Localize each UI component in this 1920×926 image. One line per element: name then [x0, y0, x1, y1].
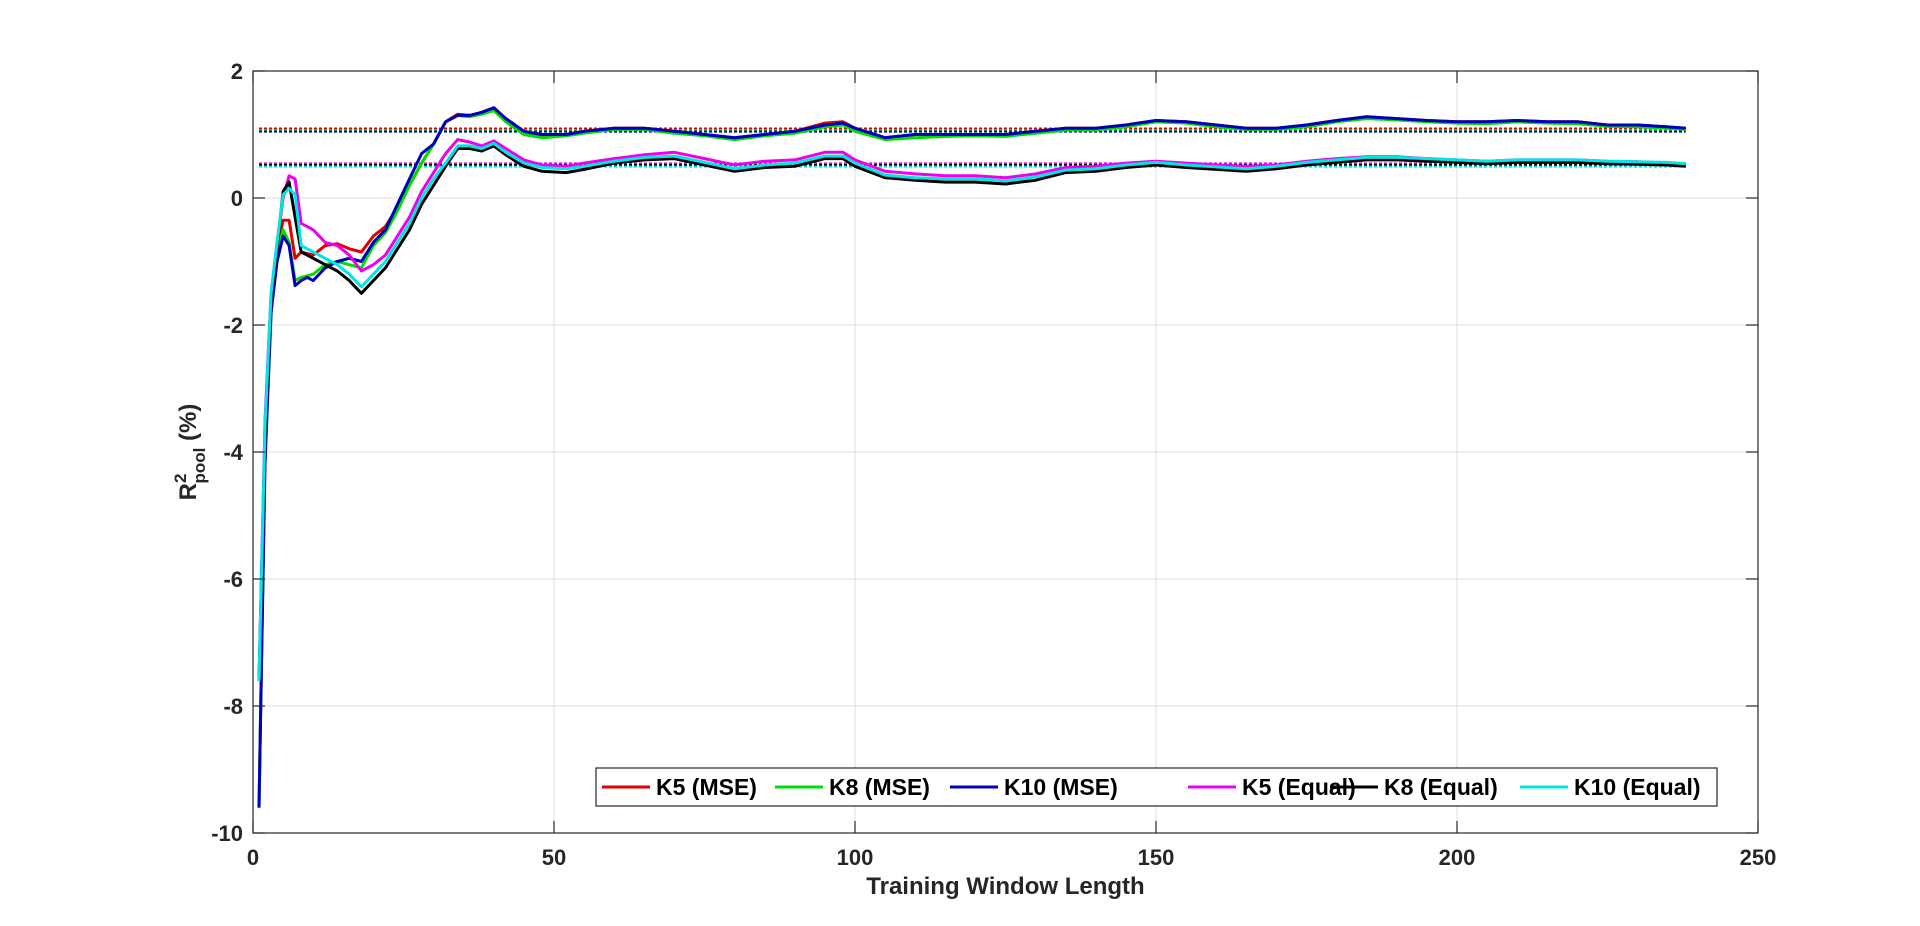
y-axis-label: R2pool (%): [171, 404, 209, 501]
series-line: [257, 106, 1686, 808]
y-axis-label-sub: pool: [190, 448, 209, 484]
y-tick-label: -8: [223, 694, 243, 719]
legend-label: K10 (Equal): [1574, 774, 1701, 800]
y-axis-label-unit: (%): [175, 404, 202, 448]
x-axis-label: Training Window Length: [866, 873, 1144, 900]
series-line: [257, 141, 1686, 681]
y-tick-label: 0: [231, 186, 243, 211]
reference-lines: [259, 127, 1686, 168]
y-tick-labels: -10 -8 -6 -4 -2 0 2: [211, 59, 244, 846]
y-tick-label: -6: [223, 567, 243, 592]
y-axis-label-main: R: [175, 483, 202, 500]
series-line: [257, 138, 1686, 681]
series-line: [257, 108, 1686, 808]
x-tick-label: 200: [1439, 845, 1476, 870]
series-lines: [257, 106, 1686, 808]
x-tick-label: 150: [1138, 845, 1175, 870]
x-tick-labels: 0 50 100 150 200 250: [247, 845, 1776, 870]
legend-label: K5 (MSE): [656, 774, 757, 800]
x-tick-label: 250: [1740, 845, 1777, 870]
series-line: [257, 106, 1686, 808]
axis-ticks: [252, 70, 1759, 834]
x-tick-label: 100: [837, 845, 874, 870]
x-tick-label: 0: [247, 845, 259, 870]
y-tick-label: -4: [223, 440, 243, 465]
legend-label: K10 (MSE): [1004, 774, 1118, 800]
legend-label: K8 (Equal): [1384, 774, 1498, 800]
x-tick-label: 50: [542, 845, 566, 870]
series-line: [257, 144, 1686, 681]
legend-label: K8 (MSE): [829, 774, 930, 800]
y-tick-label: 2: [231, 59, 243, 84]
y-tick-label: -10: [211, 821, 243, 846]
y-axis-label-sup: 2: [171, 474, 190, 483]
y-tick-label: -2: [223, 313, 243, 338]
legend: K5 (MSE) K8 (MSE) K10 (MSE) K5 (Equal) K8 (E…: [595, 767, 1718, 807]
svg-text:R2pool (%): R2pool (%): [171, 404, 209, 501]
